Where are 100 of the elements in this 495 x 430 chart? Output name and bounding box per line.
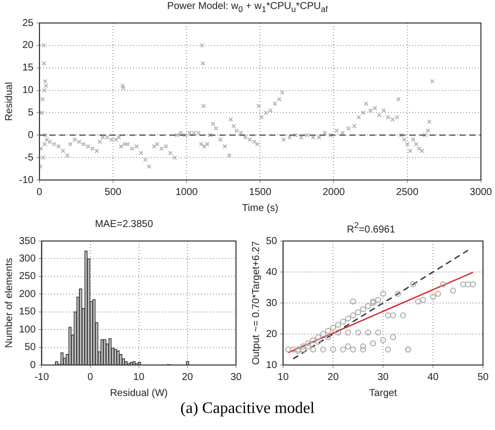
x-axis-title: Target <box>369 388 398 399</box>
point <box>400 312 406 318</box>
x-tick-label: 10 <box>278 372 290 383</box>
point <box>360 306 366 312</box>
point <box>320 346 326 352</box>
point <box>370 298 376 304</box>
y-tick-label: 150 <box>18 306 36 318</box>
y-tick-label: 15 <box>22 62 34 74</box>
text: (a) Capacitive model <box>179 400 316 418</box>
y-tick-label: 25 <box>22 18 34 29</box>
point <box>295 346 302 352</box>
point <box>380 337 386 344</box>
y-axis-title: Output ~= 0.70*Target+6.27 <box>250 240 262 365</box>
point <box>295 348 302 354</box>
y-tick-label: 30 <box>266 298 278 309</box>
point <box>300 346 306 352</box>
y-tick-label: 350 <box>18 236 36 247</box>
y-tick-label: 20 <box>266 328 278 340</box>
x-tick-label: 30 <box>230 372 242 383</box>
point <box>305 340 312 346</box>
y-tick-label: 40 <box>266 266 278 278</box>
point <box>360 346 366 352</box>
x-axis-title: Residual (W) <box>110 388 168 399</box>
chart-title: MAE=2.3850 <box>94 218 154 232</box>
x-tick-label: 1500 <box>249 186 272 198</box>
y-axis-title: Number of elements <box>4 258 15 348</box>
point <box>415 298 422 304</box>
point <box>335 322 342 328</box>
point <box>315 338 322 345</box>
point <box>375 329 382 336</box>
y-tick-label: 100 <box>18 324 36 336</box>
point <box>335 329 342 336</box>
x-tick-label: 0 <box>87 372 94 383</box>
point <box>375 296 382 303</box>
x-tick-label: 1000 <box>175 186 198 198</box>
y-tick-label: 20 <box>22 40 34 52</box>
point <box>330 324 336 331</box>
point <box>325 334 332 340</box>
x-tick-label: 30 <box>378 372 390 383</box>
y-tick-label: -10 <box>19 174 34 186</box>
x-tick-label: 20 <box>182 372 194 383</box>
point <box>380 290 386 297</box>
point <box>330 346 336 352</box>
point <box>370 300 376 306</box>
x-tick-label: 3000 <box>470 186 492 198</box>
point <box>350 298 356 304</box>
point <box>430 294 436 300</box>
point <box>420 296 426 303</box>
point <box>365 303 372 310</box>
x-tick-label: 2000 <box>322 186 346 198</box>
x-tick-label: 2500 <box>396 186 419 198</box>
y-tick-label: 250 <box>18 271 36 282</box>
point <box>385 346 392 352</box>
point <box>365 329 372 336</box>
point <box>470 281 476 288</box>
y-tick-label: 50 <box>24 342 36 354</box>
y-tick-label: 200 <box>18 288 36 300</box>
y-tick-label: 10 <box>266 360 278 371</box>
x-tick-label: 50 <box>477 372 489 383</box>
x-axis-title: Time (s) <box>242 202 278 214</box>
y-tick-label: 0 <box>30 360 36 371</box>
point <box>285 346 292 352</box>
point <box>390 334 396 340</box>
x-tick-label: 20 <box>328 372 340 383</box>
point <box>310 346 316 352</box>
y-tick-label: 5 <box>28 107 34 118</box>
point <box>440 281 446 288</box>
point <box>435 290 442 297</box>
x-tick-label: 10 <box>133 372 145 383</box>
point <box>320 331 326 337</box>
point <box>345 343 352 350</box>
y-tick-label: -5 <box>24 152 34 164</box>
point <box>325 328 332 334</box>
point <box>395 290 402 297</box>
point <box>360 343 366 350</box>
point <box>340 346 346 352</box>
y-axis-title: Residual <box>4 82 15 121</box>
chart-title: Power Model: w$_{0}$ + w$_{1}$*CPU$_{u}$*CPU$_{af}$ <box>166 0 329 14</box>
point <box>350 346 356 352</box>
point <box>305 343 312 350</box>
point <box>390 312 396 318</box>
point <box>450 288 456 294</box>
y-tick-label: 300 <box>18 253 36 264</box>
point <box>315 334 322 340</box>
point <box>345 329 352 336</box>
point <box>355 309 362 316</box>
point <box>310 337 316 344</box>
point <box>355 329 362 336</box>
y-tick-label: 10 <box>22 85 34 96</box>
y-tick-label: 0 <box>28 130 34 141</box>
x-tick-label: 40 <box>427 372 440 383</box>
point <box>300 343 306 350</box>
point <box>410 281 416 288</box>
x-tick-label: 500 <box>104 186 122 198</box>
point <box>370 340 376 346</box>
point <box>345 316 352 322</box>
point <box>350 312 356 318</box>
chart-title: R$^{2}$=0.6961 <box>346 219 396 236</box>
y-tick-label: 50 <box>266 236 278 247</box>
point <box>340 318 346 325</box>
